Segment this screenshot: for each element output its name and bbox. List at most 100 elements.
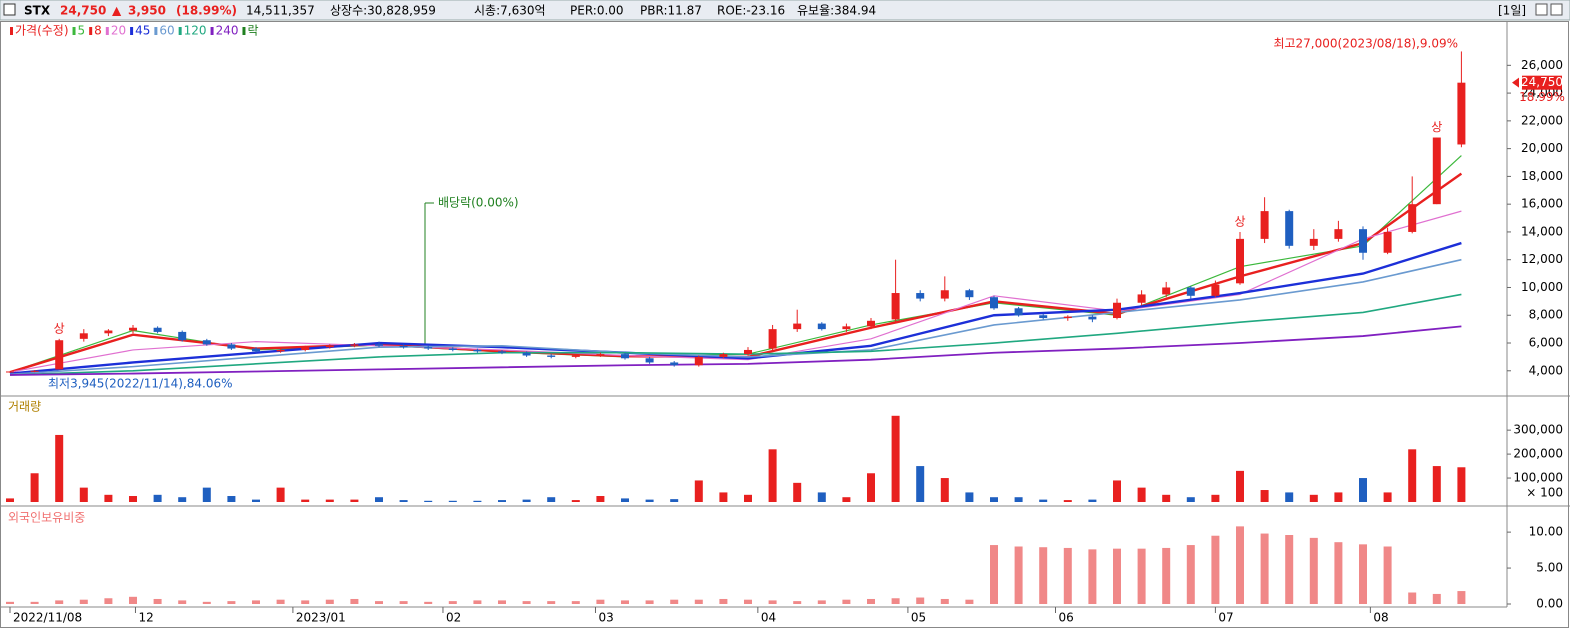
candle-body — [940, 290, 949, 299]
bar — [768, 600, 777, 604]
bar — [916, 466, 925, 502]
legend-label: 5 — [78, 24, 86, 38]
candle-body — [1186, 287, 1195, 296]
candle-body — [768, 329, 777, 349]
candle-body — [990, 297, 998, 309]
bar — [129, 496, 137, 502]
bar — [1457, 467, 1466, 502]
bar — [202, 487, 211, 502]
price: 24,750 — [60, 4, 106, 18]
candle-body — [1137, 294, 1146, 303]
bar — [842, 497, 851, 502]
legend-label: 240 — [216, 24, 239, 38]
candle-body — [276, 349, 285, 352]
candle-body — [1063, 316, 1072, 319]
candle-body — [448, 348, 457, 350]
bar — [596, 496, 605, 502]
y-tick-label: 100,000 — [1513, 471, 1563, 485]
bar — [719, 492, 728, 502]
bar — [350, 598, 359, 604]
limit-up-label: 상 — [54, 321, 65, 335]
bar — [448, 500, 457, 502]
candle-body — [596, 354, 605, 356]
candle-body — [1457, 82, 1466, 145]
candle-body — [965, 290, 974, 298]
bar — [694, 480, 703, 502]
bar — [1186, 545, 1195, 604]
legend-label: 120 — [184, 24, 207, 38]
current-price-label: 24,750 — [1521, 75, 1563, 89]
change-pct: (18.99%) — [176, 4, 237, 18]
y-tick-label: 200,000 — [1513, 447, 1563, 461]
frame — [0, 21, 1569, 628]
roe: ROE:-23.16 — [717, 4, 785, 18]
bar — [153, 494, 162, 502]
candle-body — [621, 354, 629, 359]
candle-body — [1359, 229, 1367, 253]
bar — [694, 599, 703, 604]
bar — [1309, 494, 1318, 502]
bar — [1457, 591, 1466, 604]
legend-swatch — [130, 27, 134, 35]
bar — [1211, 494, 1220, 502]
y-tick-label: 26,000 — [1521, 58, 1563, 72]
x-tick-label: 04 — [761, 611, 776, 625]
checkbox[interactable] — [3, 3, 16, 16]
bar — [79, 487, 88, 502]
bar — [424, 601, 433, 604]
bar — [1014, 546, 1023, 604]
y-tick-label: 10.00 — [1529, 525, 1563, 539]
bar — [1260, 490, 1269, 502]
bar — [1137, 487, 1146, 502]
unit-label: × 100 — [1526, 486, 1563, 500]
bar — [227, 601, 236, 604]
candle-body — [1432, 137, 1441, 205]
bar — [645, 600, 654, 604]
bar — [1014, 497, 1023, 502]
legend-label: 8 — [94, 24, 102, 38]
y-tick-label: 18,000 — [1521, 169, 1563, 183]
close-button[interactable] — [1550, 3, 1563, 16]
candle-body — [867, 320, 875, 327]
foreign-title: 외국인보유비중 — [8, 511, 85, 525]
listed: 상장수:30,828,959 — [330, 4, 436, 18]
bar — [1113, 480, 1121, 502]
x-tick-label: 12 — [138, 611, 153, 625]
legend-swatch — [178, 27, 182, 35]
bar — [842, 599, 851, 604]
bar — [891, 415, 900, 502]
bar — [178, 497, 187, 502]
candle-body — [1162, 287, 1171, 295]
legend-label: 락 — [247, 24, 258, 38]
candle-body — [1383, 231, 1392, 253]
bar — [891, 598, 900, 604]
candle-body — [325, 345, 334, 348]
bar — [1088, 499, 1097, 502]
market-cap: 시총:7,630억 — [474, 4, 546, 18]
y-tick-label: 5.00 — [1536, 561, 1563, 575]
bar — [1334, 542, 1343, 604]
y-tick-label: 14,000 — [1521, 224, 1563, 238]
bar — [1039, 547, 1048, 604]
bar — [793, 601, 802, 604]
limit-up-label: 상 — [1234, 214, 1245, 228]
y-tick-label: 8,000 — [1529, 308, 1563, 322]
bar — [473, 600, 482, 604]
bar — [1236, 526, 1244, 604]
bar — [817, 600, 826, 604]
legend-label: 45 — [135, 24, 150, 38]
candle-body — [227, 344, 236, 349]
bar — [276, 599, 285, 604]
y-tick-label: 4,000 — [1529, 363, 1563, 377]
restore-button[interactable] — [1535, 3, 1548, 16]
arrow: ▲ — [112, 4, 122, 18]
bar — [867, 598, 875, 604]
current-change-label: 18.99% — [1519, 90, 1565, 104]
legend-swatch — [242, 27, 246, 35]
bar — [55, 600, 64, 604]
bar — [178, 600, 187, 604]
period[interactable]: [1일] — [1498, 4, 1526, 18]
bar — [596, 599, 605, 604]
x-tick-label: 06 — [1059, 611, 1074, 625]
